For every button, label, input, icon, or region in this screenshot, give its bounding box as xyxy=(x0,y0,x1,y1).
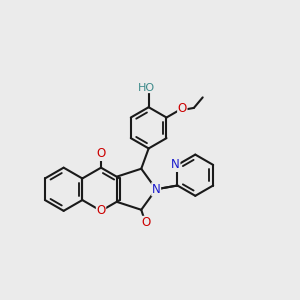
Text: N: N xyxy=(171,158,180,171)
Text: O: O xyxy=(178,102,187,115)
Text: N: N xyxy=(152,183,161,196)
Text: O: O xyxy=(96,147,106,161)
Text: O: O xyxy=(141,216,150,230)
Text: O: O xyxy=(96,204,106,218)
Text: HO: HO xyxy=(138,82,155,93)
